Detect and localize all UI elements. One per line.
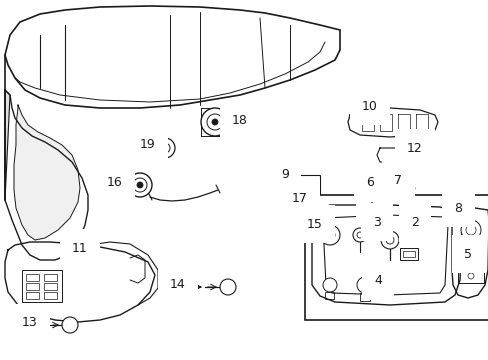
Circle shape — [206, 114, 223, 130]
Polygon shape — [376, 148, 407, 162]
Circle shape — [155, 138, 175, 158]
Text: 10: 10 — [361, 99, 377, 112]
Text: 9: 9 — [281, 167, 288, 180]
Circle shape — [160, 143, 170, 153]
Polygon shape — [5, 242, 155, 322]
Polygon shape — [361, 114, 373, 131]
Bar — [305, 195, 488, 320]
Circle shape — [319, 225, 339, 245]
Text: 19: 19 — [140, 139, 156, 152]
Bar — [44, 283, 57, 290]
Circle shape — [133, 178, 147, 192]
Circle shape — [212, 119, 218, 125]
Text: 17: 17 — [291, 192, 307, 204]
Bar — [22, 270, 62, 302]
Text: 6: 6 — [366, 176, 373, 189]
Polygon shape — [311, 205, 461, 305]
Polygon shape — [451, 208, 488, 298]
Circle shape — [467, 261, 473, 267]
Circle shape — [352, 228, 366, 242]
Circle shape — [201, 108, 228, 136]
Text: 14: 14 — [170, 278, 185, 291]
Text: 12: 12 — [407, 141, 422, 154]
Circle shape — [327, 233, 331, 237]
Polygon shape — [371, 180, 389, 198]
Polygon shape — [397, 114, 409, 131]
Bar — [402, 251, 414, 257]
Circle shape — [467, 249, 473, 255]
Circle shape — [380, 231, 398, 249]
Text: 8: 8 — [453, 202, 461, 215]
Bar — [457, 248, 483, 283]
Circle shape — [325, 230, 334, 240]
Circle shape — [462, 257, 478, 273]
Circle shape — [465, 225, 475, 235]
Polygon shape — [5, 90, 10, 200]
Circle shape — [467, 273, 473, 279]
Circle shape — [220, 279, 236, 295]
Text: 16: 16 — [107, 176, 122, 189]
Circle shape — [385, 236, 393, 244]
Text: 18: 18 — [232, 113, 247, 126]
Bar — [44, 274, 57, 281]
Text: 4: 4 — [373, 274, 381, 288]
Circle shape — [62, 317, 78, 333]
Circle shape — [356, 277, 372, 293]
Polygon shape — [379, 114, 391, 131]
Polygon shape — [467, 236, 479, 262]
Text: 2: 2 — [410, 216, 418, 230]
Circle shape — [137, 182, 142, 188]
Bar — [26, 274, 39, 281]
Bar — [26, 283, 39, 290]
Bar — [359, 293, 369, 301]
Text: 7: 7 — [393, 174, 401, 186]
Polygon shape — [5, 90, 88, 260]
Text: 5: 5 — [463, 248, 471, 261]
Polygon shape — [397, 183, 414, 198]
Polygon shape — [323, 215, 447, 295]
Polygon shape — [14, 105, 80, 240]
Text: 13: 13 — [22, 316, 38, 329]
Polygon shape — [347, 108, 437, 137]
Bar — [399, 248, 417, 260]
Bar — [285, 175, 319, 197]
Polygon shape — [415, 114, 427, 131]
Circle shape — [356, 232, 362, 238]
Circle shape — [460, 220, 480, 240]
Bar — [26, 292, 39, 299]
Text: 3: 3 — [372, 216, 380, 229]
Text: 11: 11 — [72, 242, 88, 255]
Circle shape — [163, 146, 167, 150]
Circle shape — [323, 278, 336, 292]
Circle shape — [128, 173, 152, 197]
Text: 15: 15 — [306, 217, 322, 230]
Bar — [44, 292, 57, 299]
Text: 1: 1 — [367, 195, 375, 208]
Bar — [325, 292, 333, 299]
